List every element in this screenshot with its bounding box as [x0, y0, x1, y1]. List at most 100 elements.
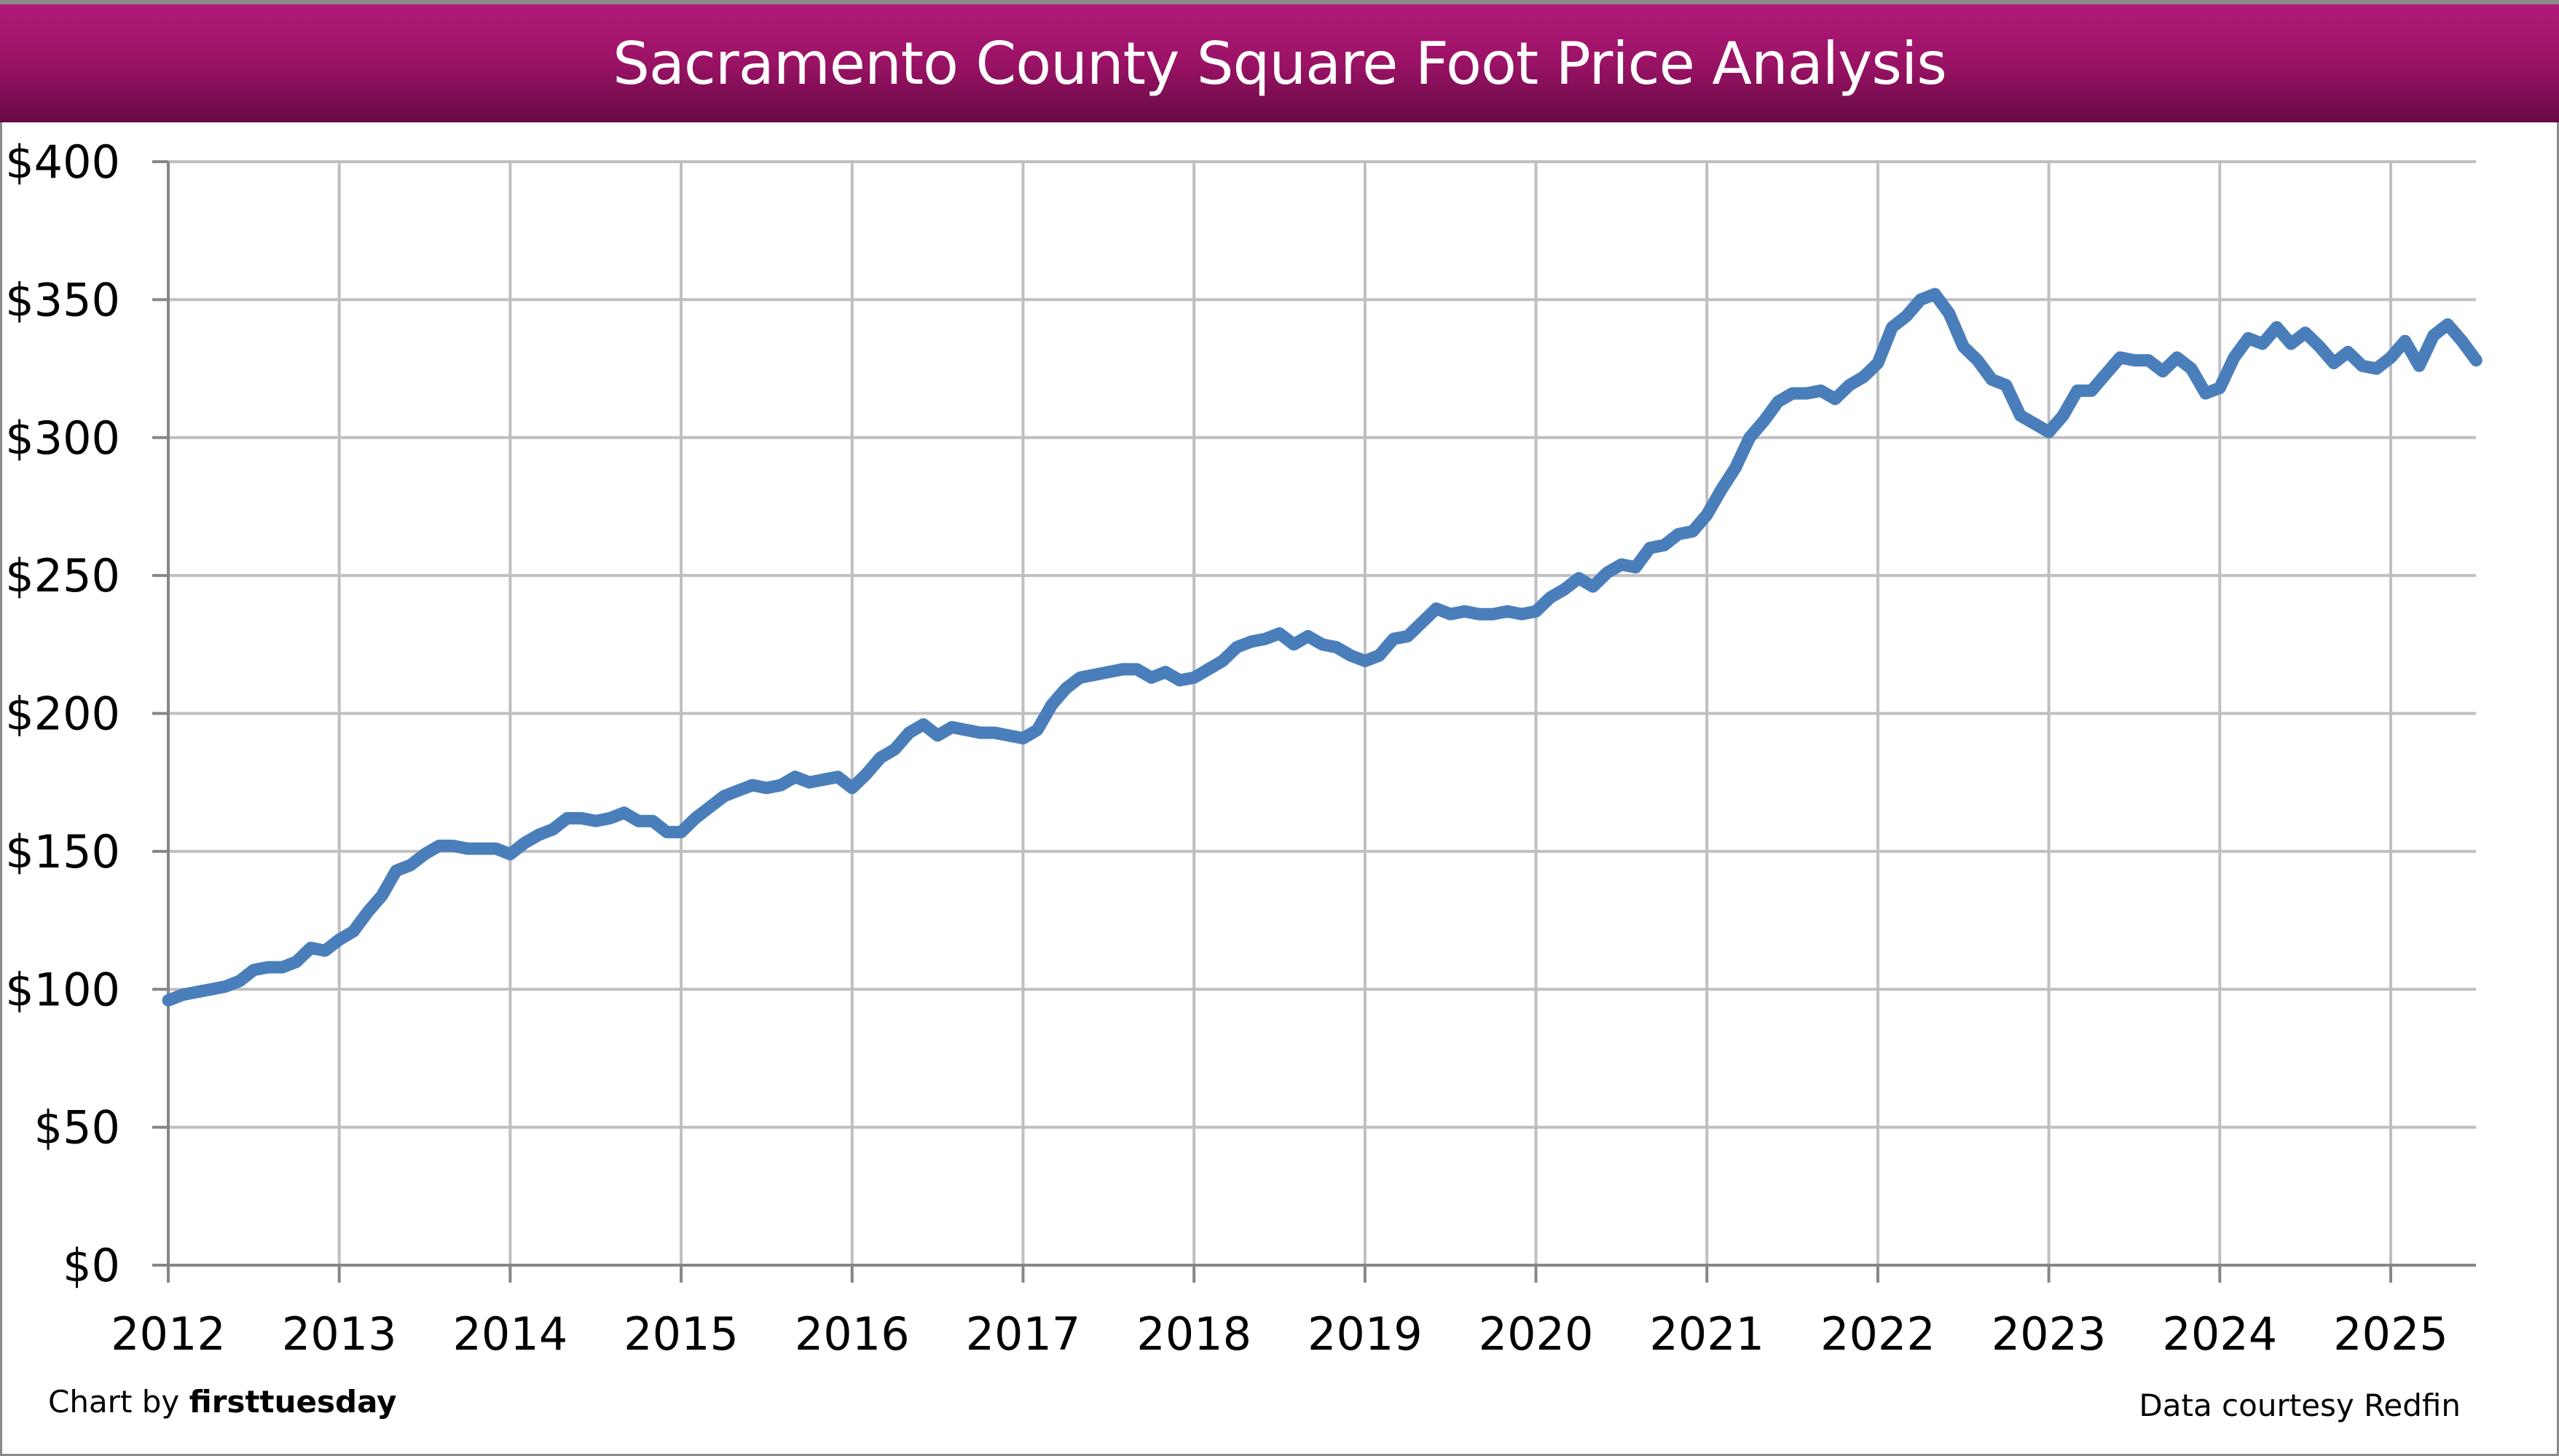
data-point [1279, 633, 1281, 634]
data-point [1777, 401, 1779, 403]
y-tick-label: $350 [5, 273, 120, 326]
data-point [709, 806, 710, 808]
data-point [1208, 669, 1209, 670]
data-point [1378, 655, 1380, 656]
data-point [2091, 390, 2092, 391]
chart-credit: Chart by firsttuesday [48, 1384, 397, 1420]
data-point [1678, 533, 1679, 535]
data-point [1421, 622, 1423, 623]
data-point [1065, 688, 1066, 689]
data-point [766, 787, 767, 789]
data-point [1080, 677, 1081, 678]
data-point [980, 732, 981, 733]
x-tick-label: 2025 [2333, 1307, 2448, 1361]
data-point [965, 729, 967, 731]
data-point [2290, 343, 2292, 345]
data-point [809, 782, 810, 783]
data-point [581, 817, 582, 819]
data-point [2119, 357, 2120, 358]
data-point [1549, 597, 1551, 598]
data-point [2347, 351, 2348, 353]
data-point [624, 812, 625, 814]
data-point [2390, 357, 2391, 358]
data-point [253, 969, 254, 971]
data-point [1450, 613, 1451, 615]
x-tick-label: 2020 [1479, 1307, 1594, 1361]
data-point [667, 831, 668, 833]
data-point [1664, 545, 1665, 546]
data-point [1592, 586, 1594, 587]
data-point [2077, 390, 2078, 391]
data-point [1578, 578, 1579, 579]
y-tick-label: $150 [5, 825, 120, 878]
data-point [1849, 385, 1850, 386]
data-point [1250, 641, 1251, 642]
y-tick-label: $250 [5, 549, 120, 602]
data-point [2405, 340, 2406, 342]
data-point [894, 749, 895, 750]
x-tick-label: 2016 [795, 1307, 910, 1361]
data-point [1692, 531, 1694, 532]
data-point [1649, 547, 1651, 548]
data-point [1478, 613, 1479, 615]
data-point [1037, 729, 1038, 731]
credit-prefix: Chart by [48, 1384, 189, 1420]
data-point [780, 784, 782, 786]
data-point [1621, 564, 1622, 565]
series-layer [162, 288, 2483, 1007]
data-point [2305, 332, 2306, 334]
data-point [2205, 393, 2206, 394]
data-point [381, 895, 382, 897]
data-point [481, 848, 482, 849]
data-point [1023, 738, 1024, 739]
data-point [795, 776, 796, 778]
data-point [852, 787, 853, 789]
data-point [723, 795, 725, 797]
data-point [1493, 613, 1494, 615]
data-point [2034, 423, 2035, 425]
data-point [1222, 661, 1223, 662]
data-point [1193, 677, 1195, 678]
data-point [823, 779, 825, 780]
x-tick-label: 2013 [282, 1307, 397, 1361]
data-point [2005, 385, 2007, 386]
data-point [2190, 368, 2192, 369]
horizontal-gridlines [168, 160, 2476, 1129]
data-point [1122, 669, 1123, 670]
data-point [182, 994, 184, 996]
data-point [1806, 393, 1807, 394]
data-point [1236, 647, 1238, 648]
data-point [424, 854, 425, 855]
data-point [2418, 365, 2420, 366]
data-point [837, 776, 838, 778]
data-point [509, 854, 511, 855]
x-tick-label: 2019 [1308, 1307, 1423, 1361]
data-point [1564, 589, 1565, 590]
data-point [695, 817, 696, 819]
data-point [1265, 638, 1266, 640]
series-line [162, 288, 2483, 1007]
data-point [752, 784, 753, 786]
data-point [737, 790, 739, 792]
data-point [211, 988, 212, 990]
data-point [1991, 379, 1992, 380]
data-point [1464, 610, 1466, 612]
data-point [567, 817, 568, 819]
y-tick-label: $100 [5, 963, 120, 1016]
y-tick-label: $300 [5, 412, 120, 465]
x-tick-label: 2021 [1649, 1307, 1764, 1361]
data-point [410, 865, 412, 866]
title-bar: Sacramento County Square Foot Price Anal… [0, 0, 2559, 122]
data-point [908, 732, 910, 733]
x-tick-label: 2017 [966, 1307, 1081, 1361]
data-point [2276, 326, 2278, 328]
data-point [2233, 357, 2235, 358]
data-point [1008, 735, 1010, 736]
data-point [994, 732, 995, 733]
data-point [1165, 672, 1166, 673]
data-point [1892, 326, 1893, 328]
data-point [2219, 387, 2220, 389]
data-point [310, 947, 312, 948]
data-point [1721, 489, 1722, 491]
